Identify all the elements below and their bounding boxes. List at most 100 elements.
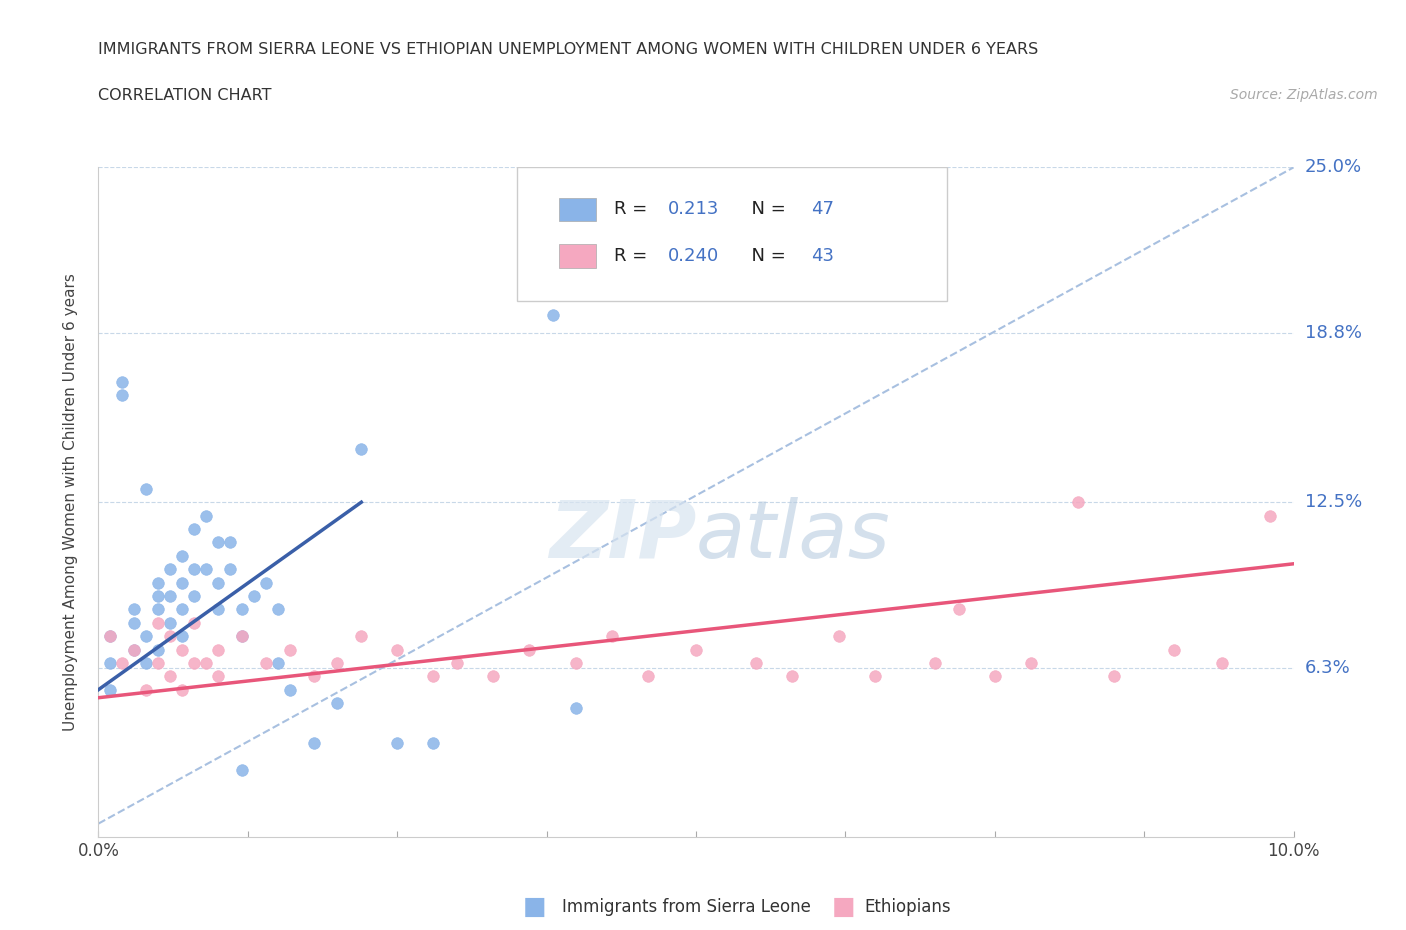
Point [207,642,229,657]
Point [267,602,290,617]
Point [385,642,409,657]
Text: atlas: atlas [696,497,891,575]
Point [780,669,803,684]
Point [1067,495,1090,510]
Point [194,562,218,577]
Point [148,575,170,590]
Text: Immigrants from Sierra Leone: Immigrants from Sierra Leone [562,897,811,916]
Point [1258,508,1281,523]
Point [124,642,146,657]
Text: 12.5%: 12.5% [1305,493,1362,512]
Point [219,562,242,577]
Point [207,669,229,684]
Text: CORRELATION CHART: CORRELATION CHART [98,88,271,103]
Point [194,656,218,671]
Point [637,669,659,684]
Text: R =: R = [614,247,654,265]
Point [124,616,146,631]
Point [135,656,157,671]
Text: N =: N = [740,200,792,219]
Point [422,669,444,684]
Point [183,562,205,577]
Y-axis label: Unemployment Among Women with Children Under 6 years: Unemployment Among Women with Children U… [63,273,77,731]
Point [326,656,349,671]
Point [98,629,122,644]
Point [183,656,205,671]
Point [159,589,181,604]
Point [183,616,205,631]
Point [302,669,325,684]
Point [98,683,122,698]
Point [243,589,266,604]
Point [207,602,229,617]
Point [924,656,946,671]
Point [1163,642,1185,657]
Text: ■: ■ [523,895,546,919]
Point [172,575,194,590]
Point [111,388,134,403]
Point [194,508,218,523]
FancyBboxPatch shape [558,197,596,221]
Point [745,656,768,671]
Point [446,656,468,671]
Point [148,589,170,604]
Point [517,642,540,657]
Point [541,307,564,322]
Point [278,683,301,698]
Text: R =: R = [614,200,654,219]
Point [1211,656,1233,671]
Point [267,656,290,671]
Point [350,441,373,456]
Point [685,642,707,657]
Point [231,602,253,617]
Point [231,763,253,777]
Point [565,656,588,671]
Point [565,701,588,716]
Text: ■: ■ [832,895,855,919]
Text: 18.8%: 18.8% [1305,325,1361,342]
Text: 43: 43 [811,247,834,265]
Point [172,602,194,617]
Point [350,629,373,644]
Point [231,629,253,644]
Text: N =: N = [740,247,792,265]
Point [254,656,277,671]
FancyBboxPatch shape [558,245,596,268]
Point [172,549,194,564]
Point [124,602,146,617]
Point [98,629,122,644]
Point [148,642,170,657]
Point [254,575,277,590]
Point [159,562,181,577]
Point [148,602,170,617]
Point [1104,669,1126,684]
Point [98,656,122,671]
Point [207,535,229,550]
Point [159,669,181,684]
Point [135,683,157,698]
Point [159,629,181,644]
Text: 0.213: 0.213 [668,200,720,219]
Point [422,736,444,751]
Point [135,629,157,644]
Text: 6.3%: 6.3% [1305,659,1350,677]
Point [111,656,134,671]
Point [148,656,170,671]
Point [219,535,242,550]
Point [183,522,205,537]
Text: IMMIGRANTS FROM SIERRA LEONE VS ETHIOPIAN UNEMPLOYMENT AMONG WOMEN WITH CHILDREN: IMMIGRANTS FROM SIERRA LEONE VS ETHIOPIA… [98,42,1039,57]
Point [148,616,170,631]
Point [983,669,1005,684]
Point [135,482,157,497]
Text: ZIP: ZIP [548,497,696,575]
Point [231,629,253,644]
Point [111,374,134,389]
Point [278,642,301,657]
Point [481,669,505,684]
Point [159,616,181,631]
Text: 0.240: 0.240 [668,247,718,265]
Point [172,629,194,644]
Text: 47: 47 [811,200,834,219]
Point [1019,656,1042,671]
Point [828,629,851,644]
